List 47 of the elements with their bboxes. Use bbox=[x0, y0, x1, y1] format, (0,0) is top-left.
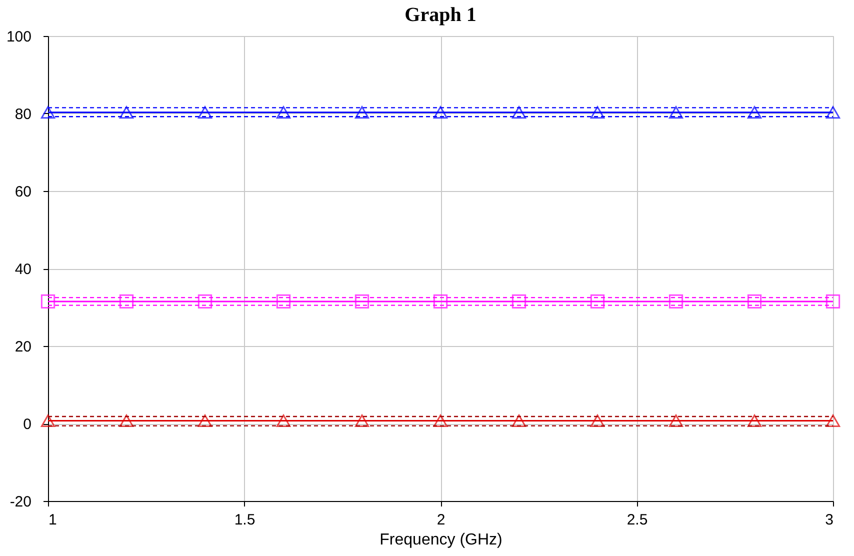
point bbox=[40, 414, 56, 428]
y-tick-label: 20 bbox=[14, 338, 32, 356]
x-axis-title: Frequency (GHz) bbox=[380, 532, 502, 548]
point bbox=[119, 414, 134, 428]
point bbox=[198, 414, 212, 428]
point bbox=[354, 294, 370, 309]
point bbox=[40, 106, 56, 119]
point bbox=[433, 294, 448, 309]
point bbox=[354, 414, 370, 428]
y-tick-label: 40 bbox=[14, 261, 32, 278]
point bbox=[512, 106, 526, 119]
point bbox=[747, 414, 762, 428]
chart-title: Graph 1 bbox=[404, 4, 476, 26]
point bbox=[512, 294, 526, 309]
point bbox=[512, 414, 526, 428]
point bbox=[119, 106, 134, 119]
point bbox=[276, 106, 291, 119]
point bbox=[590, 294, 605, 309]
point bbox=[590, 106, 605, 119]
point bbox=[668, 414, 684, 428]
x-tick-label: 2.5 bbox=[626, 512, 648, 528]
x-tick-label: 1.5 bbox=[234, 512, 256, 528]
y-tick-label: 80 bbox=[14, 106, 32, 123]
point bbox=[747, 106, 762, 119]
point bbox=[198, 294, 212, 309]
y-tick-label: 100 bbox=[6, 28, 32, 46]
point bbox=[826, 294, 840, 309]
x-tick-label: 3 bbox=[825, 512, 834, 528]
y-tick-label: -20 bbox=[10, 494, 32, 510]
point bbox=[668, 294, 684, 309]
point bbox=[826, 414, 840, 428]
y-tick-label: 60 bbox=[14, 184, 32, 200]
point bbox=[590, 414, 605, 428]
x-tick-label: 2 bbox=[436, 512, 446, 528]
point bbox=[40, 294, 56, 309]
x-tick-label: 1 bbox=[48, 512, 57, 528]
point bbox=[276, 294, 291, 309]
point bbox=[433, 414, 448, 428]
point bbox=[119, 294, 134, 309]
point bbox=[747, 294, 762, 309]
point bbox=[354, 106, 370, 119]
point bbox=[198, 106, 212, 119]
point bbox=[826, 106, 840, 119]
point bbox=[276, 414, 291, 428]
point bbox=[668, 106, 684, 119]
y-tick-label: 0 bbox=[23, 416, 32, 433]
point bbox=[433, 106, 448, 119]
